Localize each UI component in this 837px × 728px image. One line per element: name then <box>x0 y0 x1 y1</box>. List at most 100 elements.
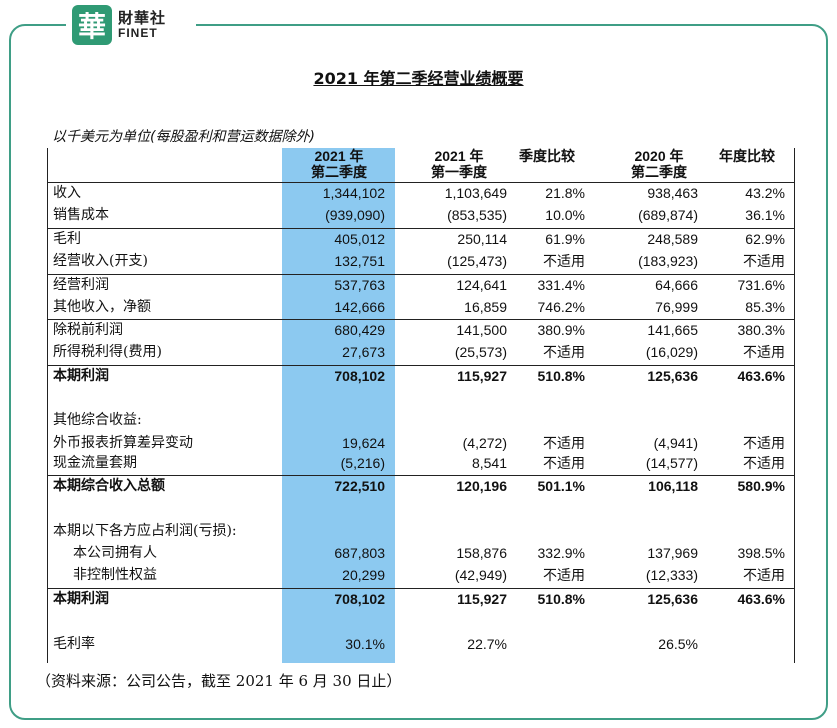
column-header: 2020 年第二季度 <box>599 148 719 180</box>
logo-text: 財華社 FINET <box>118 8 167 40</box>
row-label: 毛利率 <box>53 636 95 652</box>
table-cell: 708,102 <box>334 368 385 384</box>
row-label: 本期以下各方应占利润(亏损): <box>53 523 237 539</box>
table-cell: 106,118 <box>648 478 698 494</box>
table-cell: 20,299 <box>342 567 385 583</box>
column-header-line1: 2021 年 <box>434 148 484 164</box>
column-header: 2021 年第二季度 <box>279 148 399 180</box>
table-cell: 19,624 <box>342 435 385 451</box>
table-cell: 250,114 <box>457 231 507 247</box>
table-cell: 731.6% <box>737 277 785 293</box>
table-cell: 不适用 <box>743 435 785 451</box>
column-header-line2: 第二季度 <box>311 164 367 180</box>
table-cell: (689,874) <box>638 207 698 223</box>
row-label: 非控制性权益 <box>73 567 157 583</box>
column-header-line1: 季度比较 <box>519 148 575 164</box>
row-label: 本公司拥有人 <box>73 545 157 561</box>
table-cell: (183,923) <box>638 253 698 269</box>
table-cell: 115,927 <box>457 368 507 384</box>
table-cell: 746.2% <box>537 299 585 315</box>
table-cell: 331.4% <box>537 277 585 293</box>
table-cell: 938,463 <box>647 185 698 201</box>
page-title: 2021 年第二季经营业绩概要 <box>313 69 524 88</box>
row-label: 除税前利润 <box>53 322 123 338</box>
logo-name-en: FINET <box>118 25 158 40</box>
table-cell: 142,666 <box>334 299 385 315</box>
table-cell: 43.2% <box>745 185 785 201</box>
table-cell: 不适用 <box>543 344 585 360</box>
table-cell: 380.9% <box>537 322 585 338</box>
table-cell: 62.9% <box>745 231 785 247</box>
table-cell: 463.6% <box>737 591 785 607</box>
row-label: 收入 <box>53 185 81 201</box>
table-cell: 124,641 <box>456 277 507 293</box>
table-cell: (14,577) <box>645 455 698 471</box>
table-cell: 141,665 <box>647 322 698 338</box>
table-cell: 不适用 <box>743 344 785 360</box>
table-cell: 115,927 <box>457 591 507 607</box>
row-label: 其他综合收益: <box>53 412 142 428</box>
table-cell: 不适用 <box>543 567 585 583</box>
table-cell: 722,510 <box>334 478 385 494</box>
row-label: 本期综合收入总额 <box>53 478 165 494</box>
row-label: 现金流量套期 <box>53 455 137 471</box>
table-cell: 463.6% <box>737 368 785 384</box>
table-cell: 16,859 <box>464 299 507 315</box>
column-header-line1: 2020 年 <box>634 148 684 164</box>
results-table: 2021 年第二季度 2021 年第一季度 季度比较 2020 年第二季度 年度比较 收入… <box>47 148 795 663</box>
table-cell: (939,090) <box>325 207 385 223</box>
row-label: 销售成本 <box>53 207 109 223</box>
row-divider <box>47 588 795 589</box>
logo-name-cn: 財華社 <box>118 8 167 27</box>
table-cell: 不适用 <box>543 455 585 471</box>
row-label: 外币报表折算差异变动 <box>53 435 193 451</box>
row-divider <box>47 365 795 366</box>
logo-seal-icon: 華 <box>72 5 112 45</box>
table-cell: (42,949) <box>454 567 507 583</box>
table-cell: 158,876 <box>456 545 507 561</box>
table-cell: 不适用 <box>743 253 785 269</box>
row-label: 其他收入，净额 <box>53 299 151 315</box>
table-cell: 125,636 <box>647 591 698 607</box>
table-cell: (4,272) <box>462 435 507 451</box>
source-note: （资料来源：公司公告，截至 2021 年 6 月 30 日止） <box>36 672 402 690</box>
highlight-column <box>282 148 395 663</box>
row-label: 所得税利得(费用) <box>53 344 162 360</box>
table-cell: 22.7% <box>467 636 507 652</box>
table-cell: 61.9% <box>545 231 585 247</box>
table-cell: (4,941) <box>653 435 698 451</box>
finet-logo: 華 財華社 FINET <box>66 2 196 48</box>
row-divider <box>47 274 795 275</box>
table-cell: (12,333) <box>645 567 698 583</box>
row-divider <box>47 228 795 229</box>
table-cell: 8,541 <box>471 455 507 471</box>
column-header-line2: 第二季度 <box>631 164 687 180</box>
table-cell: 137,969 <box>647 545 698 561</box>
row-label: 本期利润 <box>53 591 109 607</box>
unit-note: 以千美元为单位(每股盈利和营运数据除外) <box>52 129 315 145</box>
table-cell: 125,636 <box>647 368 698 384</box>
table-cell: 120,196 <box>456 478 507 494</box>
row-divider <box>47 475 795 476</box>
column-header-line2: 第一季度 <box>431 164 487 180</box>
column-header: 2021 年第一季度 <box>399 148 519 180</box>
row-label: 经营利润 <box>53 277 109 293</box>
table-cell: 398.5% <box>737 545 785 561</box>
table-cell: 不适用 <box>743 455 785 471</box>
table-left-border <box>47 148 48 663</box>
card-frame <box>9 24 828 720</box>
table-cell: 10.0% <box>545 207 585 223</box>
table-cell: 26.5% <box>658 636 698 652</box>
table-cell: 248,589 <box>647 231 698 247</box>
column-header-line1: 年度比较 <box>719 148 775 164</box>
column-header: 季度比较 <box>487 148 607 164</box>
table-cell: 85.3% <box>745 299 785 315</box>
table-cell: 不适用 <box>543 435 585 451</box>
table-cell: (853,535) <box>447 207 507 223</box>
table-cell: 510.8% <box>537 368 585 384</box>
row-label: 经营收入(开支) <box>53 253 148 269</box>
table-cell: 不适用 <box>743 567 785 583</box>
table-cell: 680,429 <box>334 322 385 338</box>
table-cell: 141,500 <box>456 322 507 338</box>
row-label: 本期利润 <box>53 368 109 384</box>
